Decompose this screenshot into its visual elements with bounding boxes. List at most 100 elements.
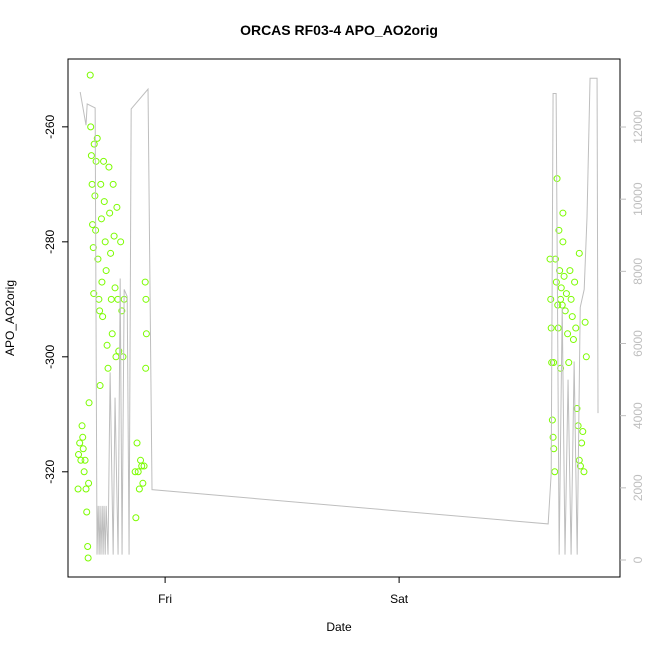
data-point (135, 485, 143, 493)
data-point (100, 198, 108, 206)
data-point (97, 215, 105, 223)
data-point (582, 353, 590, 361)
data-point (113, 203, 121, 211)
data-point (138, 462, 146, 470)
data-point (107, 295, 115, 303)
data-point (117, 238, 125, 246)
y2-tick-label: 6000 (631, 330, 645, 357)
data-point (569, 336, 577, 344)
data-point (559, 209, 567, 217)
data-point (109, 180, 117, 188)
data-point (112, 353, 120, 361)
data-point (552, 278, 560, 286)
data-point (96, 382, 104, 390)
data-point (551, 468, 559, 476)
data-point (572, 324, 580, 332)
data-line (79, 77, 599, 555)
data-point (581, 318, 589, 326)
data-point (133, 439, 141, 447)
data-point (547, 324, 555, 332)
data-point (118, 307, 126, 315)
y-tick-label: -260 (43, 115, 57, 139)
data-point (564, 330, 572, 338)
data-point (557, 295, 565, 303)
data-point (90, 140, 98, 148)
data-point (98, 278, 106, 286)
data-point (557, 284, 565, 292)
data-point (134, 468, 142, 476)
data-point (96, 307, 104, 315)
data-point (102, 267, 110, 275)
data-point (565, 359, 573, 367)
data-point (84, 554, 92, 562)
data-point (77, 456, 85, 464)
y-tick-label: -300 (43, 344, 57, 368)
data-point (80, 468, 88, 476)
data-point (97, 180, 105, 188)
data-point (115, 347, 123, 355)
data-point (111, 284, 119, 292)
x-tick-label: Sat (390, 592, 409, 606)
data-point (86, 71, 94, 79)
data-point (575, 456, 583, 464)
data-point (549, 433, 557, 441)
data-point (105, 163, 113, 171)
data-point (131, 468, 139, 476)
data-point (87, 123, 95, 131)
y2-tick-label: 10000 (631, 182, 645, 216)
data-point (550, 445, 558, 453)
data-point (76, 439, 84, 447)
data-point (88, 180, 96, 188)
data-point (110, 232, 118, 240)
data-point (140, 462, 148, 470)
data-point (556, 267, 564, 275)
data-point (546, 255, 554, 263)
data-point (573, 405, 581, 413)
data-point (74, 485, 82, 493)
data-point (547, 295, 555, 303)
data-point (82, 485, 90, 493)
data-point (574, 422, 582, 430)
plot-frame (67, 58, 621, 578)
data-point (78, 422, 86, 430)
data-point (85, 479, 93, 487)
data-point (576, 462, 584, 470)
data-point (108, 330, 116, 338)
data-point (142, 364, 150, 372)
y-axis-label: APO_AO2orig (3, 280, 17, 356)
data-point (85, 399, 93, 407)
data-point (100, 157, 108, 165)
data-point (567, 295, 575, 303)
data-point (548, 416, 556, 424)
data-point (142, 295, 150, 303)
data-point (75, 451, 83, 459)
y2-tick-label: 2000 (631, 474, 645, 501)
data-point (79, 433, 87, 441)
data-point (571, 278, 579, 286)
chart-title: ORCAS RF03-4 APO_AO2orig (240, 22, 438, 38)
data-point (93, 134, 101, 142)
data-point (139, 479, 147, 487)
data-point (89, 244, 97, 252)
data-point (94, 255, 102, 263)
data-point (555, 226, 563, 234)
data-point (559, 238, 567, 246)
data-point (106, 209, 114, 217)
y2-tick-label: 12000 (631, 110, 645, 144)
data-point (103, 341, 111, 349)
data-point (578, 439, 586, 447)
data-point (89, 221, 97, 229)
data-point (561, 307, 569, 315)
data-point (87, 152, 95, 160)
data-point (79, 445, 87, 453)
data-point (90, 290, 98, 298)
data-point (101, 238, 109, 246)
data-point (104, 364, 112, 372)
x-tick-label: Fri (158, 592, 172, 606)
data-point (92, 157, 100, 165)
data-point (562, 290, 570, 298)
data-point (560, 272, 568, 280)
data-point (558, 301, 566, 309)
data-point (132, 514, 140, 522)
